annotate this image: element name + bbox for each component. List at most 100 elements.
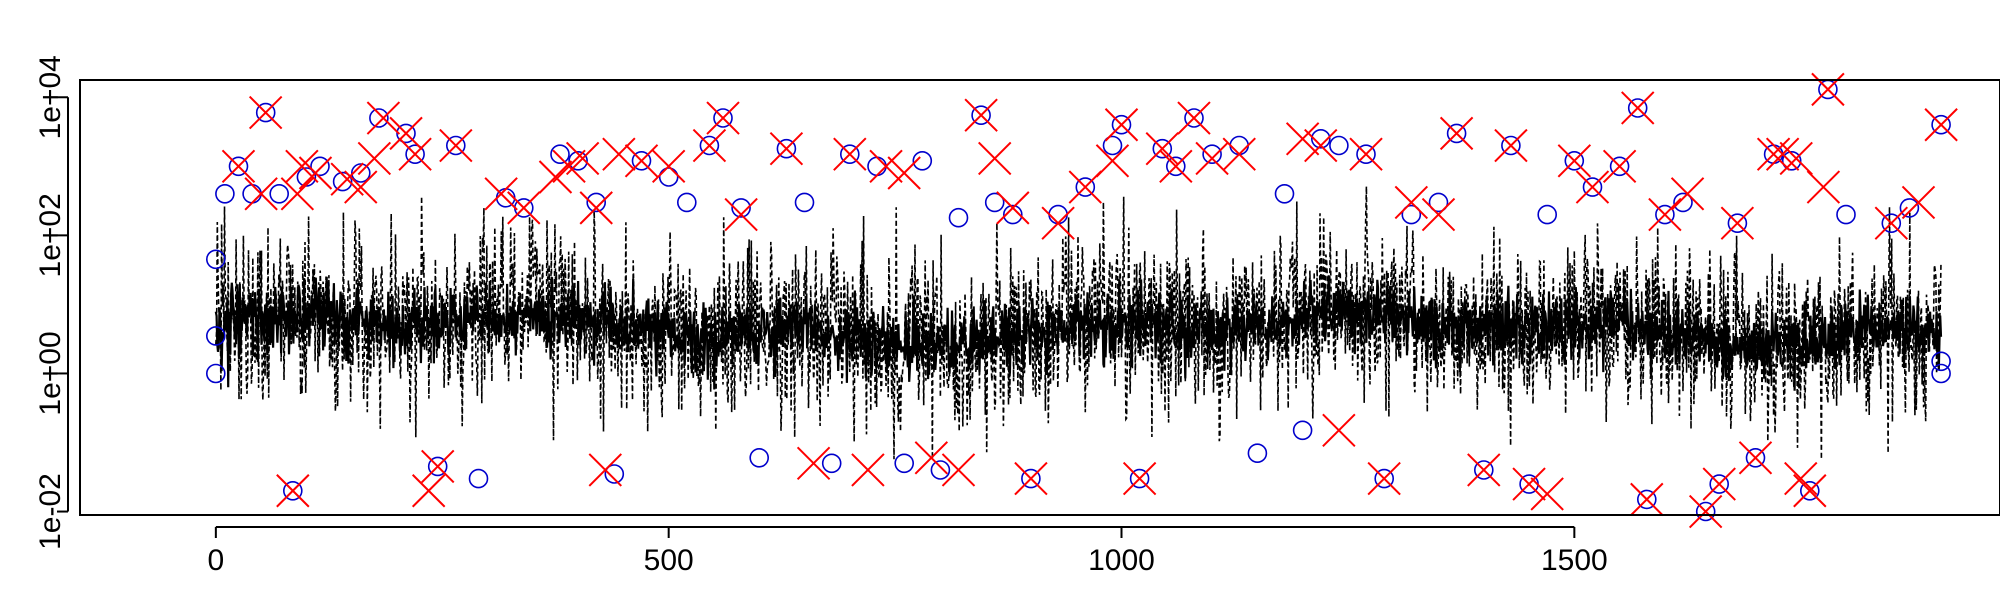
cross-marker-25 <box>651 149 686 184</box>
cross-marker-21 <box>579 191 613 225</box>
cross-marker-61 <box>1512 467 1546 501</box>
cross-marker-28 <box>724 197 758 232</box>
cross-marker-15 <box>439 128 473 163</box>
circle-marker-27 <box>676 192 697 213</box>
cross-marker-29 <box>769 131 804 166</box>
cross-marker-9 <box>357 141 392 176</box>
circle-marker-7 <box>269 184 290 204</box>
circle-marker-77 <box>1709 474 1729 494</box>
circle-marker-33 <box>794 192 815 213</box>
circle-marker-15 <box>405 144 425 164</box>
circle-marker-71 <box>1609 156 1630 177</box>
circle-marker-86 <box>1899 198 1920 218</box>
cross-marker-5 <box>285 149 319 184</box>
circle-marker-17 <box>445 135 466 156</box>
circle-marker-76 <box>1695 501 1716 522</box>
circle-marker-48 <box>1111 114 1132 135</box>
circle-marker-51 <box>1166 156 1186 177</box>
x-tick-label-3: 1500 <box>1541 544 1608 577</box>
cross-marker-37 <box>964 98 998 132</box>
circle-marker-66 <box>1501 135 1521 156</box>
x-tick-label-1: 500 <box>644 544 694 577</box>
circle-marker-40 <box>948 207 969 228</box>
circle-marker-54 <box>1229 135 1249 156</box>
circle-marker-56 <box>1274 184 1295 204</box>
cross-marker-38 <box>978 141 1012 176</box>
circle-marker-38 <box>912 151 933 171</box>
cross-marker-52 <box>1304 128 1338 163</box>
cross-marker-68 <box>1648 197 1682 232</box>
cross-marker-36 <box>941 453 976 487</box>
circle-marker-46 <box>1075 177 1096 197</box>
cross-marker-74 <box>1756 137 1791 171</box>
cross-marker-12 <box>398 137 432 171</box>
cross-marker-32 <box>851 453 885 487</box>
cross-marker-66 <box>1621 91 1655 125</box>
cross-marker-3 <box>276 474 310 508</box>
cross-marker-2 <box>248 95 283 130</box>
cross-marker-22 <box>588 453 622 487</box>
circle-marker-53 <box>1202 144 1222 164</box>
circle-marker-25 <box>631 151 652 171</box>
circle-marker-35 <box>839 144 860 164</box>
circle-marker-44 <box>1021 468 1041 489</box>
circle-marker-65 <box>1474 460 1494 480</box>
cross-marker-30 <box>796 446 831 480</box>
x-tick-label-0: 0 <box>208 544 225 577</box>
circle-marker-11 <box>332 171 353 192</box>
circle-marker-39 <box>930 460 951 480</box>
cross-marker-69 <box>1670 177 1705 211</box>
cross-marker-83 <box>1924 108 1958 142</box>
cross-marker-80 <box>1811 72 1845 107</box>
cross-marker-71 <box>1702 467 1736 501</box>
circle-marker-22 <box>568 151 588 171</box>
cross-marker-56 <box>1394 185 1429 220</box>
cross-marker-6 <box>298 156 333 190</box>
circle-marker-36 <box>867 156 887 177</box>
x-tick-label-2: 1000 <box>1088 544 1155 577</box>
cross-markers <box>221 72 1958 529</box>
cross-marker-44 <box>1104 108 1139 142</box>
cross-marker-23 <box>602 137 636 171</box>
cross-marker-10 <box>366 101 401 135</box>
cross-marker-0 <box>221 149 256 184</box>
cross-marker-64 <box>1575 170 1610 204</box>
circle-marker-85 <box>1881 213 1902 233</box>
y-tick-label-3: 1e+04 <box>34 55 67 139</box>
circle-marker-8 <box>282 480 303 501</box>
noise-band <box>214 186 1943 460</box>
cross-marker-31 <box>833 137 867 171</box>
cross-marker-4 <box>280 177 315 211</box>
cross-marker-18 <box>538 160 573 194</box>
cross-marker-27 <box>706 101 740 135</box>
circle-marker-59 <box>1329 135 1349 156</box>
cross-marker-82 <box>1901 185 1936 220</box>
circle-marker-28 <box>699 135 720 156</box>
circle-marker-18 <box>468 468 489 489</box>
circle-marker-42 <box>984 192 1005 213</box>
circle-marker-13 <box>369 108 389 128</box>
circle-marker-87 <box>1931 114 1951 135</box>
circle-marker-10 <box>310 156 330 177</box>
cross-marker-17 <box>507 191 541 225</box>
circle-marker-63 <box>1428 192 1449 213</box>
cross-marker-45 <box>1122 461 1157 496</box>
circle-marker-2 <box>206 363 226 384</box>
circle-marker-12 <box>350 163 371 183</box>
cross-marker-46 <box>1145 131 1179 166</box>
circle-marker-72 <box>1627 98 1648 118</box>
circle-marker-81 <box>1781 151 1802 171</box>
cross-marker-49 <box>1195 141 1229 176</box>
circle-marker-34 <box>821 453 842 474</box>
circle-marker-5 <box>242 184 262 204</box>
cross-marker-75 <box>1765 137 1800 171</box>
circle-marker-31 <box>749 447 770 468</box>
cross-marker-20 <box>565 141 600 176</box>
circle-marker-29 <box>713 108 733 128</box>
cross-marker-62 <box>1530 477 1564 511</box>
plot-frame <box>79 79 2000 516</box>
y-tick-label-1: 1e+00 <box>34 331 67 415</box>
circle-marker-73 <box>1637 489 1657 510</box>
circle-marker-61 <box>1374 468 1394 489</box>
circle-marker-74 <box>1655 204 1675 225</box>
